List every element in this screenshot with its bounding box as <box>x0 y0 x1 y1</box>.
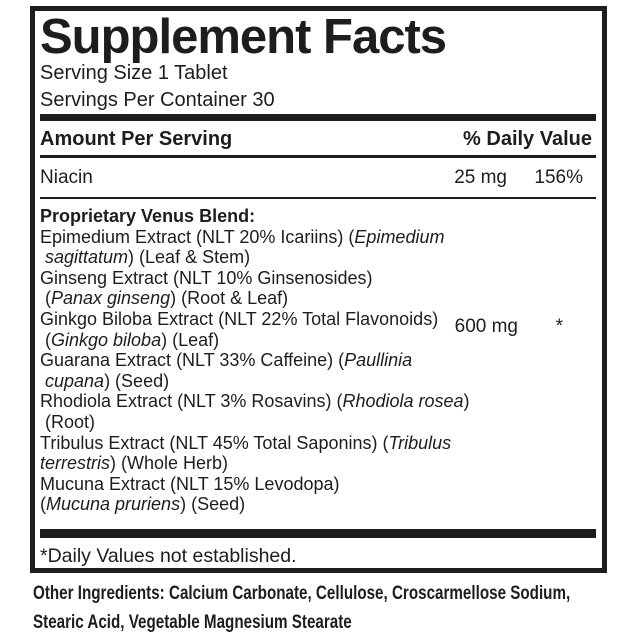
divider-thin <box>40 197 596 199</box>
servings-per-container-line: Servings Per Container 30 <box>40 89 275 111</box>
serving-size-line: Serving Size 1 Tablet <box>40 62 228 84</box>
blend-title: Proprietary Venus Blend: <box>40 206 256 226</box>
blend-ingredient-line: (Ginkgo biloba) (Leaf) <box>45 329 220 350</box>
blend-amount: 600 mg <box>454 316 518 337</box>
daily-value-header: % Daily Value <box>463 128 592 150</box>
supplement-facts-panel: Supplement Facts Serving Size 1 Tablet S… <box>30 6 607 573</box>
other-ingredients-line: Stearic Acid, Vegetable Magnesium Steara… <box>33 611 352 633</box>
blend-ingredient-line: Mucuna Extract (NLT 15% Levodopa) <box>40 473 340 494</box>
divider-thick-top <box>40 114 596 121</box>
blend-ingredient-line: (Panax ginseng) (Root & Leaf) <box>45 288 289 309</box>
blend-ingredient-line: cupana) (Seed) <box>45 370 170 391</box>
blend-ingredient-line: (Mucuna pruriens) (Seed) <box>40 494 246 515</box>
blend-ingredient-line: Epimedium Extract (NLT 20% Icariins) (Ep… <box>40 226 445 247</box>
table-row: Niacin 25 mg 156% <box>40 158 596 197</box>
blend-ingredient-line: Rhodiola Extract (NLT 3% Rosavins) (Rhod… <box>40 391 470 412</box>
table-header-row: Amount Per Serving % Daily Value <box>40 121 596 155</box>
blend-ingredient-line: Ginseng Extract (NLT 10% Ginsenosides) <box>40 267 373 288</box>
blend-ingredient-line: (Root) <box>45 411 96 432</box>
blend-lines: Epimedium Extract (NLT 20% Icariins) (Ep… <box>40 227 596 515</box>
other-ingredients-text: Other Ingredients: Calcium Carbonate, Ce… <box>33 580 570 637</box>
daily-value-footnote: *Daily Values not established. <box>40 544 297 567</box>
blend-ingredient-line: Guarana Extract (NLT 33% Caffeine) (Paul… <box>40 350 413 371</box>
blend-ingredient-line: Ginkgo Biloba Extract (NLT 22% Total Fla… <box>40 308 439 329</box>
blend-ingredient-line: sagittatum) (Leaf & Stem) <box>45 247 251 268</box>
other-ingredients-line: Other Ingredients: Calcium Carbonate, Ce… <box>33 583 571 604</box>
nutrient-amount: 25 mg <box>454 167 507 188</box>
divider-medium <box>40 155 596 158</box>
blend-ingredient-line: Tribulus Extract (NLT 45% Total Saponins… <box>40 432 452 453</box>
proprietary-blend-section: Proprietary Venus Blend: Epimedium Extra… <box>40 199 596 515</box>
panel-title: Supplement Facts <box>40 10 447 64</box>
nutrient-name: Niacin <box>40 167 93 188</box>
blend-daily-value-asterisk: * <box>555 316 563 337</box>
nutrient-daily-value: 156% <box>534 167 583 188</box>
amount-per-serving-header: Amount Per Serving <box>40 128 233 150</box>
divider-thick-bottom <box>40 528 596 538</box>
blend-ingredient-line: terrestris) (Whole Herb) <box>40 453 229 474</box>
